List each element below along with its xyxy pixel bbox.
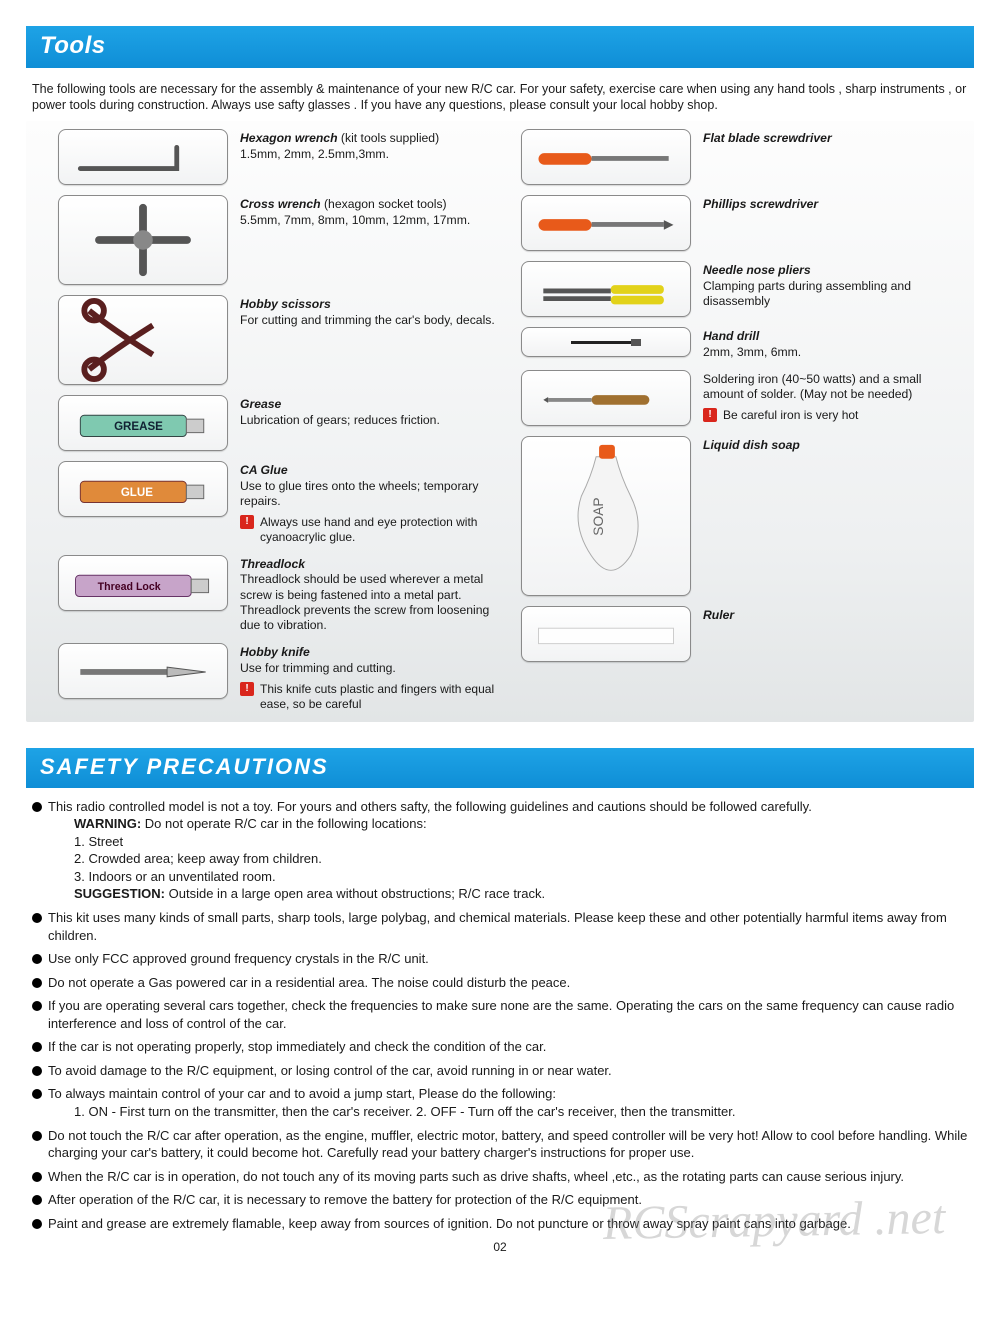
- tool-desc: Phillips screwdriver: [703, 195, 818, 212]
- safety-bullet: After operation of the R/C car, it is ne…: [32, 1191, 968, 1209]
- flat-screwdriver: [521, 129, 691, 185]
- svg-text:GREASE: GREASE: [114, 421, 163, 433]
- svg-text:SOAP: SOAP: [590, 497, 606, 535]
- warning-icon: !: [703, 408, 717, 422]
- tool-item: GLUE CA GlueUse to glue tires onto the wh…: [58, 455, 501, 545]
- tool-desc: ThreadlockThreadlock should be used wher…: [240, 555, 501, 633]
- safety-bullet: To avoid damage to the R/C equipment, or…: [32, 1062, 968, 1080]
- safety-intro-text: This radio controlled model is not a toy…: [48, 799, 812, 814]
- page: Tools The following tools are necessary …: [0, 26, 1000, 1284]
- tool-desc: Needle nose pliersClamping parts during …: [703, 261, 964, 309]
- cross-wrench: [58, 195, 228, 285]
- tool-desc: Hand drill2mm, 3mm, 6mm.: [703, 327, 801, 360]
- safety-body: This radio controlled model is not a toy…: [0, 788, 1000, 1232]
- tools-header: Tools: [26, 26, 974, 68]
- safety-bullet: Do not operate a Gas powered car in a re…: [32, 974, 968, 992]
- grease-tube: GREASE: [58, 395, 228, 451]
- hex-wrench: [58, 129, 228, 185]
- bullet-dot: [32, 802, 42, 812]
- tool-item: Ruler: [521, 600, 964, 662]
- tool-desc: Hobby scissorsFor cutting and trimming t…: [240, 295, 495, 328]
- tool-desc: Soldering iron (40~50 watts) and a small…: [703, 370, 964, 424]
- tool-item: Soldering iron (40~50 watts) and a small…: [521, 364, 964, 426]
- safety-header: SAFETY PRECAUTIONS: [26, 748, 974, 788]
- safety-control: To always maintain control of your car a…: [32, 1085, 968, 1120]
- safety-intro: This radio controlled model is not a toy…: [32, 798, 968, 903]
- tool-desc: Cross wrench (hexagon socket tools)5.5mm…: [240, 195, 470, 228]
- tool-item: Phillips screwdriver: [521, 189, 964, 251]
- tool-item: GREASE GreaseLubrication of gears; reduce…: [58, 389, 501, 451]
- soap-bottle: SOAP: [521, 436, 691, 596]
- tool-desc: Ruler: [703, 606, 734, 623]
- bullet-dot: [32, 1042, 42, 1052]
- suggestion-label: SUGGESTION:: [74, 886, 165, 901]
- tool-desc: Hobby knifeUse for trimming and cutting.…: [240, 643, 501, 712]
- tool-item: Flat blade screwdriver: [521, 123, 964, 185]
- bullet-dot: [32, 1172, 42, 1182]
- hand-drill: [521, 327, 691, 357]
- bullet-dot: [32, 1219, 42, 1229]
- ruler: [521, 606, 691, 662]
- soldering-iron: [521, 370, 691, 426]
- tool-desc: GreaseLubrication of gears; reduces fric…: [240, 395, 440, 428]
- bullet-dot: [32, 978, 42, 988]
- warning-item: 2. Crowded area; keep away from children…: [74, 850, 812, 868]
- scissors: [58, 295, 228, 385]
- tools-grid: Hexagon wrench (kit tools supplied)1.5mm…: [26, 121, 974, 722]
- tool-item: Thread Lock ThreadlockThreadlock should b…: [58, 549, 501, 633]
- hobby-knife: [58, 643, 228, 699]
- tools-col-right: Flat blade screwdriver Phillips screwdriv…: [521, 123, 964, 712]
- warning-label: WARNING:: [74, 816, 141, 831]
- intro-text: The following tools are necessary for th…: [0, 68, 1000, 121]
- tool-item: Cross wrench (hexagon socket tools)5.5mm…: [58, 189, 501, 285]
- glue-tube: GLUE: [58, 461, 228, 517]
- tool-item: Hand drill2mm, 3mm, 6mm.: [521, 321, 964, 360]
- warning-icon: !: [240, 515, 254, 529]
- safety-control-lead: To always maintain control of your car a…: [48, 1086, 556, 1101]
- tool-item: Hexagon wrench (kit tools supplied)1.5mm…: [58, 123, 501, 185]
- bullet-dot: [32, 1001, 42, 1011]
- tool-desc: Liquid dish soap: [703, 436, 800, 453]
- page-number: 02: [0, 1240, 1000, 1254]
- bullet-dot: [32, 913, 42, 923]
- warning-item: 1. Street: [74, 833, 812, 851]
- svg-text:GLUE: GLUE: [121, 487, 153, 499]
- suggestion-text: Outside in a large open area without obs…: [169, 886, 545, 901]
- tool-item: SOAP Liquid dish soap: [521, 430, 964, 596]
- bullet-dot: [32, 954, 42, 964]
- safety-bullet: Do not touch the R/C car after operation…: [32, 1127, 968, 1162]
- bullet-dot: [32, 1195, 42, 1205]
- warning-icon: !: [240, 682, 254, 696]
- warning-text: Do not operate R/C car in the following …: [145, 816, 427, 831]
- safety-bullet: When the R/C car is in operation, do not…: [32, 1168, 968, 1186]
- safety-bullet: If the car is not operating properly, st…: [32, 1038, 968, 1056]
- phillips-screwdriver: [521, 195, 691, 251]
- tool-desc: Flat blade screwdriver: [703, 129, 832, 146]
- tools-col-left: Hexagon wrench (kit tools supplied)1.5mm…: [58, 123, 501, 712]
- safety-bullet: Paint and grease are extremely flamable,…: [32, 1215, 968, 1233]
- pliers: [521, 261, 691, 317]
- safety-bullet: If you are operating several cars togeth…: [32, 997, 968, 1032]
- bullet-dot: [32, 1089, 42, 1099]
- svg-text:Thread Lock: Thread Lock: [98, 581, 161, 593]
- tool-item: Hobby scissorsFor cutting and trimming t…: [58, 289, 501, 385]
- threadlock-tube: Thread Lock: [58, 555, 228, 611]
- tool-item: Needle nose pliersClamping parts during …: [521, 255, 964, 317]
- safety-control-sub: 1. ON - First turn on the transmitter, t…: [74, 1103, 735, 1121]
- safety-bullet: This kit uses many kinds of small parts,…: [32, 909, 968, 944]
- tool-item: Hobby knifeUse for trimming and cutting.…: [58, 637, 501, 712]
- tool-desc: CA GlueUse to glue tires onto the wheels…: [240, 461, 501, 545]
- tool-desc: Hexagon wrench (kit tools supplied)1.5mm…: [240, 129, 439, 162]
- warning-item: 3. Indoors or an unventilated room.: [74, 868, 812, 886]
- bullet-dot: [32, 1131, 42, 1141]
- bullet-dot: [32, 1066, 42, 1076]
- safety-bullet: Use only FCC approved ground frequency c…: [32, 950, 968, 968]
